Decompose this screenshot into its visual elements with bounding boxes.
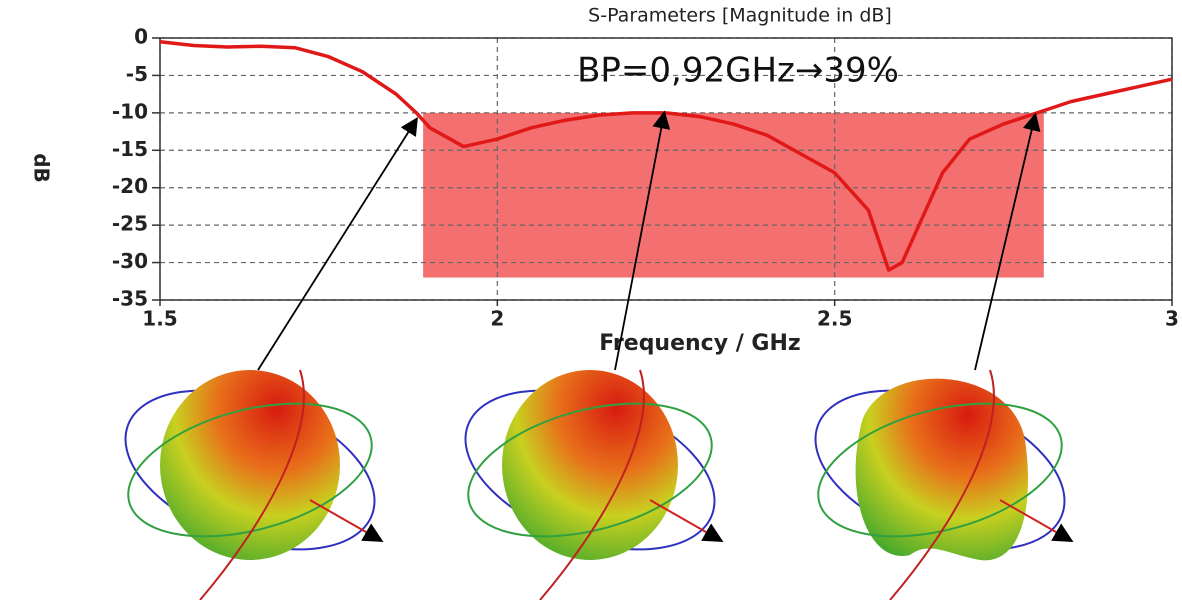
y-tick-label: -5 xyxy=(126,62,148,86)
annotation: BP=0,92GHz→39% xyxy=(577,51,899,91)
y-tick-label: -25 xyxy=(112,212,148,236)
radiation-patterns xyxy=(124,369,1074,600)
arrows xyxy=(257,110,1041,371)
x-tick-label: 2.5 xyxy=(817,307,852,331)
x-tick-label: 2 xyxy=(490,307,504,331)
x-tick-label: 1.5 xyxy=(142,307,177,331)
passband-highlight xyxy=(423,112,1044,278)
x-axis-label: Frequency / GHz xyxy=(599,331,800,356)
pattern-1 xyxy=(124,369,384,600)
pattern-2 xyxy=(464,369,724,600)
pattern-3 xyxy=(814,369,1074,600)
arrow xyxy=(974,112,1041,371)
series-line xyxy=(159,40,1173,272)
plot-area: 0 -5 -10 -15 -20 -25 -30 -351.5 2 2.5 3 xyxy=(112,25,1179,331)
y-tick-label: -30 xyxy=(112,249,148,273)
chart-title: S-Parameters [Magnitude in dB] xyxy=(588,5,892,27)
y-tick-label: -10 xyxy=(112,99,148,123)
arrow xyxy=(257,116,418,371)
y-tick-label: -35 xyxy=(112,287,148,311)
y-axis-label: dB xyxy=(30,153,54,183)
plot-frame xyxy=(159,37,1173,301)
y-tick-label: 0 xyxy=(134,25,148,49)
y-tick-label: -15 xyxy=(112,137,148,161)
y-tick-label: -20 xyxy=(112,174,148,198)
x-tick-label: 3 xyxy=(1165,307,1179,331)
arrow xyxy=(614,110,671,371)
